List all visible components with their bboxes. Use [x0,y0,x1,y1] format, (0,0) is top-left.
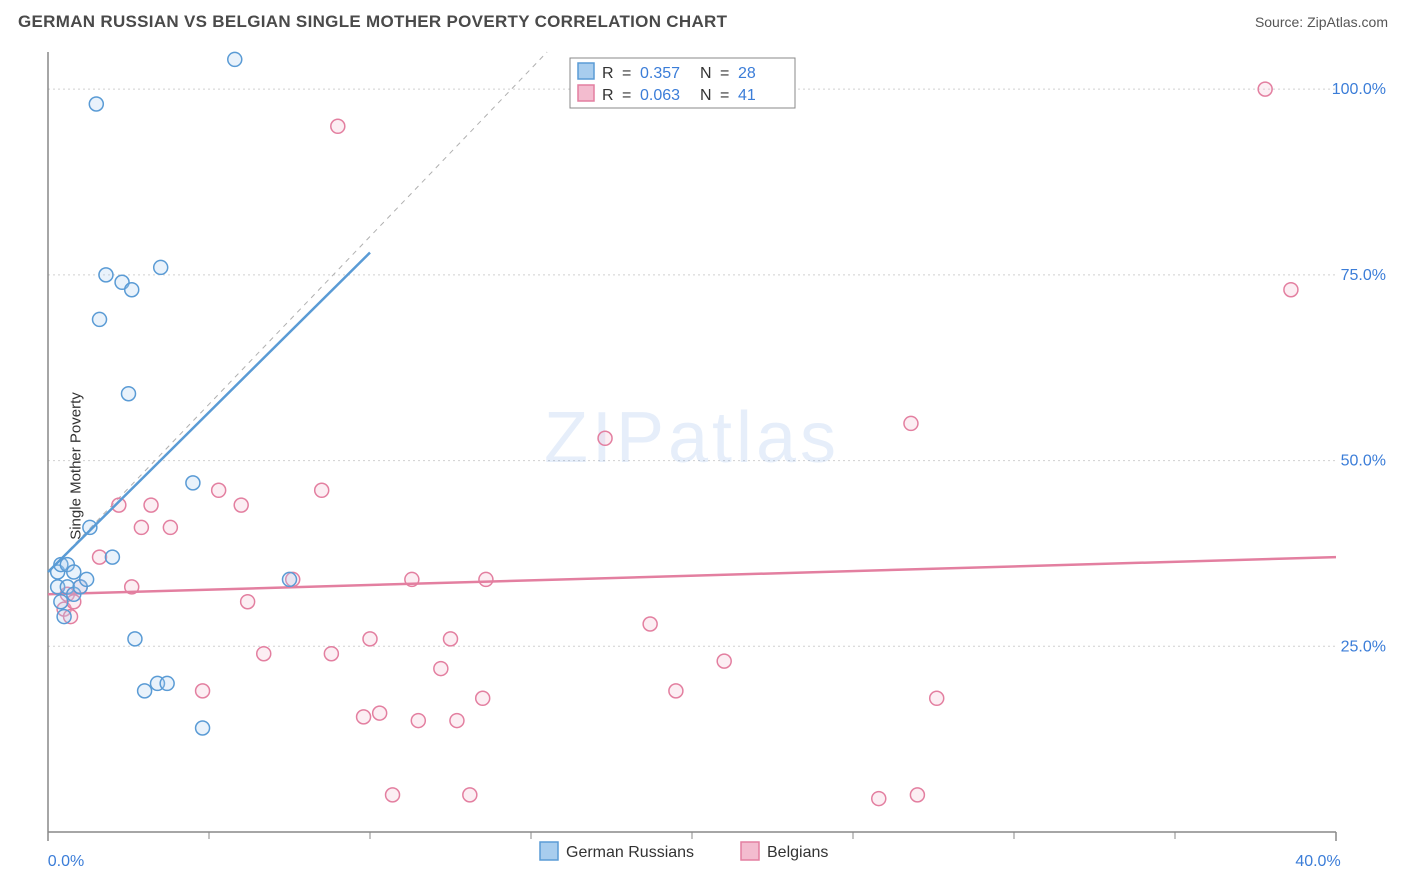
data-point [93,550,107,564]
data-point [186,476,200,490]
data-point [89,97,103,111]
data-point [598,431,612,445]
svg-text:=: = [720,65,729,82]
data-point [1284,283,1298,297]
data-point [373,706,387,720]
scatter-chart: 25.0% 50.0% 75.0% 100.0% ZIPatlas 0.0% 40.0% R =… [0,40,1406,892]
data-point [910,788,924,802]
y-tick-label: 25.0% [1341,638,1386,655]
data-point [357,710,371,724]
data-point [196,721,210,735]
data-point [134,520,148,534]
data-point [444,632,458,646]
svg-text:28: 28 [738,65,756,82]
data-point [1258,82,1272,96]
data-point [872,792,886,806]
svg-text:=: = [720,87,729,104]
data-point [228,52,242,66]
data-point [163,520,177,534]
trend-line [48,557,1336,594]
data-point [331,119,345,133]
data-point [463,788,477,802]
data-point [363,632,377,646]
y-tick-label: 75.0% [1341,267,1386,284]
chart-area: Single Mother Poverty 25.0% 50.0% 75.0% 100… [0,40,1406,892]
legend-label: Belgians [767,844,828,861]
svg-text:=: = [622,65,631,82]
data-point [122,387,136,401]
data-point [105,550,119,564]
svg-text:0.063: 0.063 [640,87,680,104]
svg-text:0.357: 0.357 [640,65,680,82]
svg-text:R: R [602,87,614,104]
data-point [669,684,683,698]
svg-text:N: N [700,65,712,82]
svg-text:R: R [602,65,614,82]
data-point [386,788,400,802]
watermark: ZIPatlas [544,398,840,478]
data-point [476,691,490,705]
chart-header: GERMAN RUSSIAN VS BELGIAN SINGLE MOTHER … [0,0,1406,38]
y-axis-label: Single Mother Poverty [67,392,84,540]
data-point [57,610,71,624]
x-tick-label: 0.0% [48,853,84,870]
legend-swatch [741,842,759,860]
data-point [411,714,425,728]
data-point [930,691,944,705]
trend-line [48,253,370,572]
data-point [904,416,918,430]
data-point [144,498,158,512]
data-point [241,595,255,609]
legend-label: German Russians [566,844,694,861]
data-point [125,283,139,297]
svg-text:N: N [700,87,712,104]
data-point [80,572,94,586]
data-point [324,647,338,661]
data-point [54,595,68,609]
chart-title: GERMAN RUSSIAN VS BELGIAN SINGLE MOTHER … [18,12,727,32]
data-point [128,632,142,646]
data-point [717,654,731,668]
data-point [93,312,107,326]
data-point [160,676,174,690]
y-tick-label: 50.0% [1341,453,1386,470]
data-point [283,572,297,586]
data-point [643,617,657,631]
data-point [234,498,248,512]
y-tick-label: 100.0% [1332,81,1386,98]
x-tick-label: 40.0% [1295,853,1340,870]
svg-text:=: = [622,87,631,104]
data-point [67,565,81,579]
data-point [315,483,329,497]
data-point [138,684,152,698]
data-point [99,268,113,282]
data-point [83,520,97,534]
chart-source: Source: ZipAtlas.com [1255,14,1388,30]
svg-text:41: 41 [738,87,756,104]
data-point [450,714,464,728]
data-point [434,662,448,676]
data-point [196,684,210,698]
data-point [154,260,168,274]
legend-swatch [540,842,558,860]
data-point [257,647,271,661]
data-point [479,572,493,586]
data-point [212,483,226,497]
